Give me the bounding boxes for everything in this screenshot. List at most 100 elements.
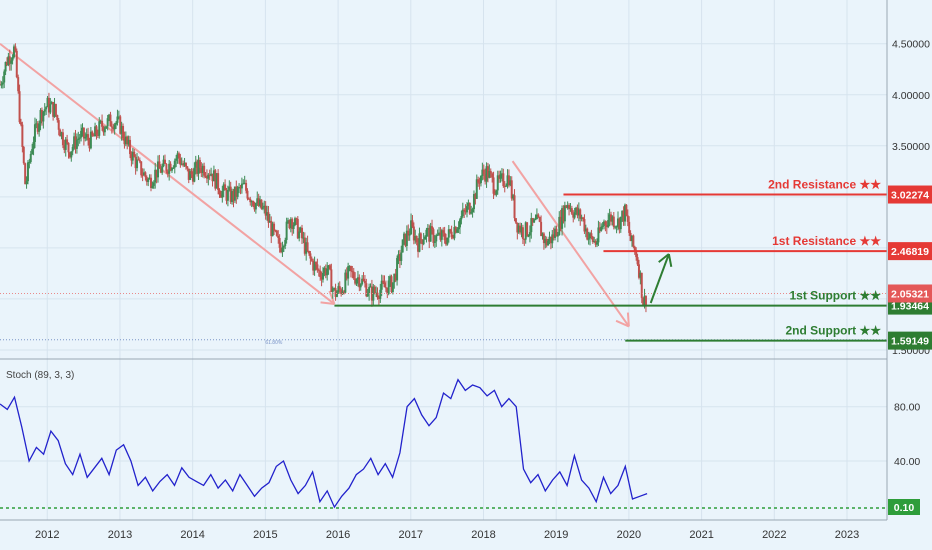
stoch-title[interactable]: Stoch (89, 3, 3) <box>6 370 74 381</box>
candle-body-128 <box>177 153 180 159</box>
candle-body-182 <box>253 205 256 210</box>
candle-body-401 <box>559 216 562 229</box>
level-badge-3-bg <box>888 331 932 350</box>
candle-body-440 <box>614 226 617 228</box>
candle-body-202 <box>281 247 284 253</box>
candle-body-6 <box>7 56 10 65</box>
candle-body-102 <box>141 175 144 177</box>
candle-body-298 <box>415 235 418 243</box>
candle-body-39 <box>53 104 56 117</box>
candle-body-296 <box>412 226 415 241</box>
candle-body-434 <box>605 224 608 228</box>
candle-body-357 <box>498 175 501 179</box>
candle-body-433 <box>604 221 607 225</box>
price-series <box>0 43 647 313</box>
candle-body-177 <box>246 190 249 199</box>
candle-body-258 <box>359 284 362 288</box>
candle-body-151 <box>210 173 213 176</box>
candle-body-301 <box>419 233 422 240</box>
stoch-tick-1: 40.00 <box>894 456 920 468</box>
candle-body-405 <box>565 205 568 208</box>
candle-body-58 <box>80 130 83 138</box>
candle-body-44 <box>60 132 63 137</box>
candle-body-119 <box>165 163 168 172</box>
candle-body-306 <box>426 228 429 230</box>
candle-body-85 <box>117 116 120 118</box>
candle-body-101 <box>140 161 143 176</box>
candle-body-266 <box>370 286 373 301</box>
candle-body-227 <box>316 264 319 270</box>
candle-body-261 <box>363 280 366 284</box>
candle-body-269 <box>375 292 378 294</box>
candle-body-383 <box>534 219 537 221</box>
level-label-2: 1st Support ★★ <box>789 289 881 303</box>
candle-body-263 <box>366 293 369 297</box>
candle-body-42 <box>57 120 60 130</box>
candle-body-287 <box>400 252 403 261</box>
candle-body-148 <box>205 176 208 179</box>
candle-body-238 <box>331 288 334 292</box>
candle-body-307 <box>428 228 431 242</box>
candle-body-208 <box>289 219 292 229</box>
candle-body-81 <box>112 127 115 130</box>
candle-body-404 <box>563 205 566 222</box>
candle-body-76 <box>105 126 108 129</box>
candle-body-111 <box>154 169 157 183</box>
candle-body-314 <box>438 232 441 235</box>
candle-body-426 <box>594 240 597 245</box>
candle-body-454 <box>633 246 636 251</box>
candle-body-94 <box>130 154 133 161</box>
trend-arrow-line-1 <box>511 160 630 328</box>
candle-body-45 <box>61 132 64 146</box>
candle-body-367 <box>512 195 515 199</box>
candle-body-387 <box>540 221 543 237</box>
candle-body-305 <box>425 229 428 237</box>
candle-body-133 <box>184 162 187 167</box>
candle-body-129 <box>179 158 182 165</box>
candle-body-406 <box>566 205 569 208</box>
candle-body-63 <box>87 134 90 141</box>
candle-body-444 <box>619 216 622 230</box>
candle-body-57 <box>78 137 81 139</box>
candle-body-207 <box>288 220 291 229</box>
candle-body-2 <box>1 82 4 85</box>
candle-body-228 <box>317 269 320 271</box>
candle-body-316 <box>440 230 443 240</box>
candle-body-185 <box>257 198 260 206</box>
candle-body-7 <box>8 56 11 64</box>
candle-body-210 <box>292 225 295 229</box>
candle-body-223 <box>310 258 313 261</box>
candle-body-386 <box>538 217 541 222</box>
candle-body-381 <box>531 218 534 223</box>
candle-body-430 <box>600 226 603 231</box>
candle-body-461 <box>643 295 646 307</box>
candle-body-397 <box>554 228 557 238</box>
candle-body-372 <box>519 225 522 233</box>
candle-body-253 <box>352 271 355 279</box>
candle-body-400 <box>558 216 561 236</box>
candle-body-131 <box>182 163 185 166</box>
time-tick-1: 2013 <box>108 529 132 541</box>
candle-body-390 <box>544 238 547 244</box>
candle-body-347 <box>484 174 487 182</box>
candle-body-363 <box>506 175 509 186</box>
candle-body-427 <box>596 242 599 245</box>
candle-body-240 <box>334 288 337 297</box>
candle-body-409 <box>570 208 573 214</box>
price-badges: 3.02274 2.46819 1.93464 1.59149 2.05321 0.10 <box>888 185 932 515</box>
candle-body-52 <box>71 146 74 152</box>
candle-body-16 <box>21 124 24 147</box>
candle-body-407 <box>568 205 571 209</box>
candle-body-416 <box>580 217 583 219</box>
candle-body-309 <box>431 226 434 230</box>
candle-body-447 <box>623 204 626 222</box>
candle-body-334 <box>465 206 468 213</box>
candle-body-98 <box>136 159 139 169</box>
level-badge-1-text: 2.46819 <box>891 246 929 258</box>
candle-body-249 <box>347 266 350 279</box>
candle-body-446 <box>622 210 625 222</box>
candle-body-320 <box>446 237 449 245</box>
candle-body-300 <box>418 233 421 252</box>
candle-body-181 <box>252 200 255 206</box>
stochastic-indicator <box>0 378 887 509</box>
